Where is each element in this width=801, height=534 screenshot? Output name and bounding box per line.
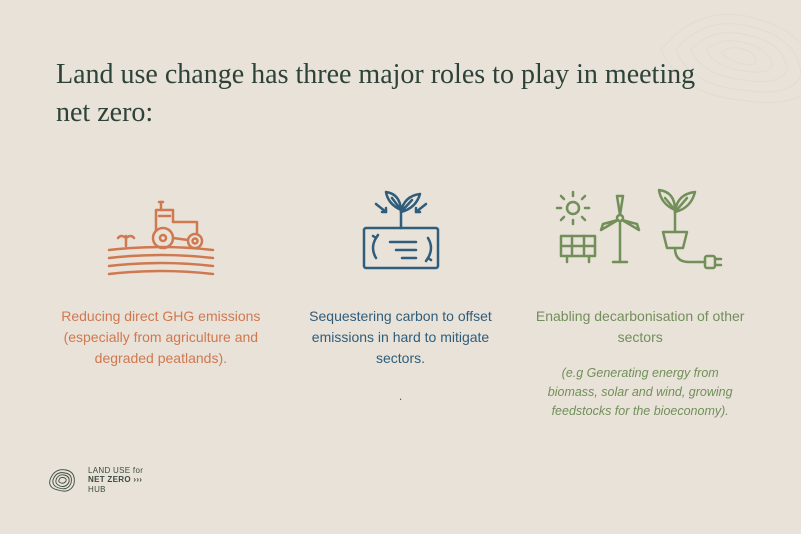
renewable-energy-icon <box>555 178 725 288</box>
column-sequestering-carbon: Sequestering carbon to offset emissions … <box>296 178 506 420</box>
logo-line2: NET ZERO ››› <box>88 475 143 485</box>
logo-text: LAND USE for NET ZERO ››› HUB <box>88 466 143 495</box>
column-2-text: Sequestering carbon to offset emissions … <box>296 306 506 369</box>
column-3-subtext: (e.g Generating energy from biomass, sol… <box>535 364 745 420</box>
carbon-box-icon <box>346 178 456 288</box>
column-3-text: Enabling decarbonisation of other sector… <box>535 306 745 348</box>
logo-line3: HUB <box>88 485 143 495</box>
logo-line1: LAND USE for <box>88 466 143 476</box>
column-enabling-decarbonisation: Enabling decarbonisation of other sector… <box>535 178 745 420</box>
column-1-text: Reducing direct GHG emissions (especiall… <box>56 306 266 369</box>
columns-row: Reducing direct GHG emissions (especiall… <box>56 178 745 420</box>
page-title: Land use change has three major roles to… <box>56 56 721 132</box>
column-2-dot: . <box>399 389 402 403</box>
column-reducing-emissions: Reducing direct GHG emissions (especiall… <box>56 178 266 420</box>
land-use-net-zero-logo: LAND USE for NET ZERO ››› HUB <box>44 462 143 498</box>
logo-mark-icon <box>44 462 80 498</box>
tractor-field-icon <box>101 178 221 288</box>
